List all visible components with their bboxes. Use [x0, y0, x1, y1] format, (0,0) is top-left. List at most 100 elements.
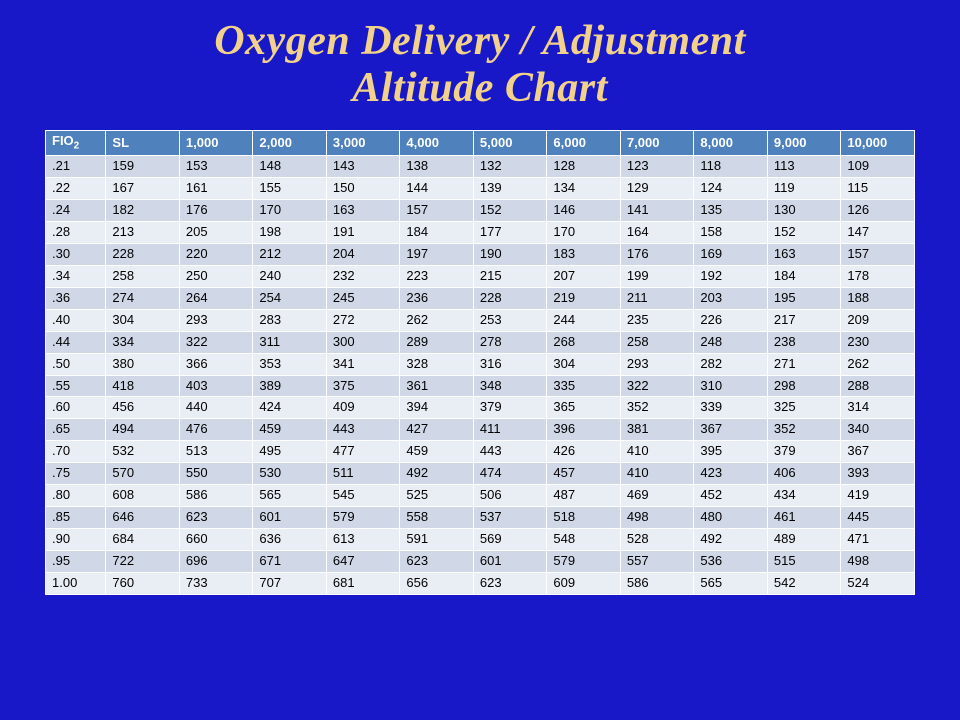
cell-value: 113: [767, 156, 841, 178]
cell-value: 445: [841, 507, 915, 529]
cell-value: 129: [620, 178, 694, 200]
cell-fio2: .21: [46, 156, 106, 178]
cell-value: 518: [547, 507, 621, 529]
cell-fio2: .65: [46, 419, 106, 441]
cell-value: 152: [767, 221, 841, 243]
cell-value: 403: [179, 375, 253, 397]
fio2-label: FIO: [52, 133, 74, 148]
cell-value: 586: [620, 572, 694, 594]
cell-value: 211: [620, 287, 694, 309]
cell-value: 138: [400, 156, 474, 178]
cell-value: 176: [179, 200, 253, 222]
cell-value: 340: [841, 419, 915, 441]
cell-value: 545: [326, 485, 400, 507]
col-10000: 10,000: [841, 131, 915, 156]
cell-value: 115: [841, 178, 915, 200]
cell-value: 182: [106, 200, 180, 222]
cell-value: 550: [179, 463, 253, 485]
cell-value: 304: [106, 309, 180, 331]
col-4000: 4,000: [400, 131, 474, 156]
table-row: .40304293283272262253244235226217209: [46, 309, 915, 331]
cell-value: 146: [547, 200, 621, 222]
cell-value: 427: [400, 419, 474, 441]
cell-value: 139: [473, 178, 547, 200]
cell-value: 513: [179, 441, 253, 463]
cell-value: 150: [326, 178, 400, 200]
cell-value: 298: [767, 375, 841, 397]
cell-value: 528: [620, 529, 694, 551]
cell-value: 213: [106, 221, 180, 243]
cell-value: 579: [547, 551, 621, 573]
cell-value: 144: [400, 178, 474, 200]
table-row: .75570550530511492474457410423406393: [46, 463, 915, 485]
cell-value: 178: [841, 265, 915, 287]
table-row: .85646623601579558537518498480461445: [46, 507, 915, 529]
cell-value: 155: [253, 178, 327, 200]
cell-value: 310: [694, 375, 768, 397]
cell-value: 236: [400, 287, 474, 309]
cell-value: 262: [400, 309, 474, 331]
cell-value: 660: [179, 529, 253, 551]
cell-value: 190: [473, 243, 547, 265]
col-3000: 3,000: [326, 131, 400, 156]
cell-value: 322: [620, 375, 694, 397]
cell-value: 459: [253, 419, 327, 441]
cell-value: 118: [694, 156, 768, 178]
cell-value: 352: [767, 419, 841, 441]
cell-value: 119: [767, 178, 841, 200]
cell-value: 316: [473, 353, 547, 375]
cell-value: 124: [694, 178, 768, 200]
cell-value: 406: [767, 463, 841, 485]
table-row: .34258250240232223215207199192184178: [46, 265, 915, 287]
cell-value: 130: [767, 200, 841, 222]
cell-value: 636: [253, 529, 327, 551]
cell-value: 262: [841, 353, 915, 375]
cell-value: 609: [547, 572, 621, 594]
cell-value: 197: [400, 243, 474, 265]
cell-value: 240: [253, 265, 327, 287]
table-row: .24182176170163157152146141135130126: [46, 200, 915, 222]
cell-fio2: .70: [46, 441, 106, 463]
cell-value: 423: [694, 463, 768, 485]
col-fio2: FIO2: [46, 131, 106, 156]
cell-value: 322: [179, 331, 253, 353]
col-5000: 5,000: [473, 131, 547, 156]
cell-value: 223: [400, 265, 474, 287]
cell-value: 418: [106, 375, 180, 397]
cell-value: 379: [767, 441, 841, 463]
cell-value: 289: [400, 331, 474, 353]
cell-value: 511: [326, 463, 400, 485]
cell-value: 474: [473, 463, 547, 485]
cell-value: 380: [106, 353, 180, 375]
header-row: FIO2 SL 1,000 2,000 3,000 4,000 5,000 6,…: [46, 131, 915, 156]
cell-value: 278: [473, 331, 547, 353]
cell-value: 591: [400, 529, 474, 551]
col-1000: 1,000: [179, 131, 253, 156]
cell-value: 396: [547, 419, 621, 441]
table-row: .28213205198191184177170164158152147: [46, 221, 915, 243]
cell-value: 339: [694, 397, 768, 419]
table-row: .50380366353341328316304293282271262: [46, 353, 915, 375]
cell-value: 443: [326, 419, 400, 441]
table-row: .65494476459443427411396381367352340: [46, 419, 915, 441]
cell-value: 471: [841, 529, 915, 551]
cell-value: 152: [473, 200, 547, 222]
cell-value: 409: [326, 397, 400, 419]
cell-value: 228: [473, 287, 547, 309]
title-line-2: Altitude Chart: [352, 65, 608, 111]
cell-value: 381: [620, 419, 694, 441]
cell-value: 192: [694, 265, 768, 287]
cell-value: 274: [106, 287, 180, 309]
cell-value: 230: [841, 331, 915, 353]
cell-value: 494: [106, 419, 180, 441]
table-row: .55418403389375361348335322310298288: [46, 375, 915, 397]
cell-value: 548: [547, 529, 621, 551]
cell-fio2: .85: [46, 507, 106, 529]
cell-fio2: .50: [46, 353, 106, 375]
table-row: .44334322311300289278268258248238230: [46, 331, 915, 353]
cell-value: 143: [326, 156, 400, 178]
cell-fio2: .90: [46, 529, 106, 551]
cell-value: 489: [767, 529, 841, 551]
cell-value: 477: [326, 441, 400, 463]
cell-value: 530: [253, 463, 327, 485]
